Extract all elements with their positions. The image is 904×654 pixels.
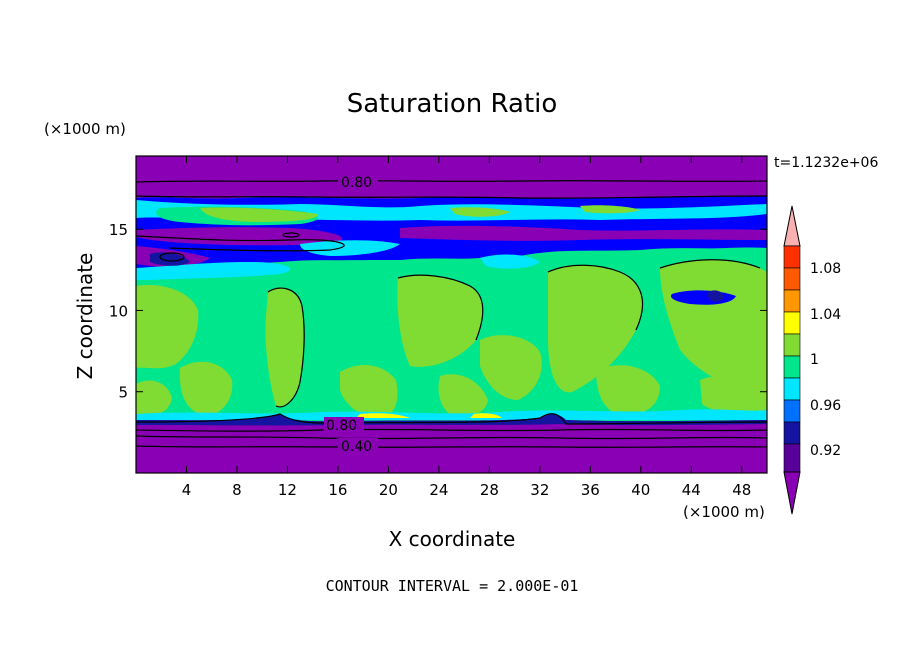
x-tick-label: 40 bbox=[631, 481, 650, 499]
blob-lime-2 bbox=[265, 288, 305, 407]
blob-lime-1 bbox=[136, 285, 199, 369]
x-tick-label: 32 bbox=[530, 481, 549, 499]
band-top-purple bbox=[136, 156, 767, 199]
contour-line-lime-outline-4 bbox=[659, 259, 761, 269]
contour-line-low-080 bbox=[136, 428, 767, 432]
blob-lime-6 bbox=[340, 365, 398, 418]
contour-label-bg-3 bbox=[338, 438, 378, 453]
contour-label-bg-1 bbox=[338, 174, 378, 189]
contour-line-top-080b bbox=[136, 195, 767, 199]
y-unit-label: (×1000 m) bbox=[44, 120, 126, 138]
y-tick-label: 10 bbox=[109, 302, 128, 320]
x-tick-label: 8 bbox=[232, 481, 242, 499]
colorbar-swatch-5 bbox=[783, 333, 801, 357]
band-bottom-navy bbox=[136, 414, 767, 426]
blob-lime-9 bbox=[179, 361, 233, 416]
time-label: t=1.1232e+06 bbox=[774, 155, 878, 171]
patch-cyan-mid2 bbox=[480, 254, 540, 269]
colorbar-swatch-2 bbox=[783, 267, 801, 291]
patch-navy-right bbox=[708, 290, 724, 302]
contour-label-mid: 0.80 bbox=[326, 418, 357, 434]
x-tick-label: 28 bbox=[480, 481, 499, 499]
x-tick-label: 20 bbox=[379, 481, 398, 499]
colorbar-swatch-7 bbox=[783, 377, 801, 401]
blob-lime-4 bbox=[548, 265, 643, 393]
band-deep-purple-2 bbox=[400, 225, 767, 241]
x-axis-ticks: 4 8 12 16 20 24 28 32 36 40 44 48 bbox=[182, 156, 751, 499]
x-unit-label: (×1000 m) bbox=[683, 503, 765, 521]
colorbar-label-2: 1.04 bbox=[810, 307, 841, 323]
contour-fill bbox=[136, 156, 767, 473]
colorbar-swatch-4 bbox=[783, 311, 801, 335]
band-bottom-purple bbox=[136, 414, 767, 473]
colorbar-swatch-9 bbox=[783, 421, 801, 445]
colorbar-label-1: 1.08 bbox=[810, 261, 841, 277]
contour-line-lime-outline-3 bbox=[547, 264, 644, 331]
colorbar-top-arrow bbox=[783, 205, 801, 247]
blob-lime-3 bbox=[397, 275, 483, 367]
colorbar-swatch-10 bbox=[783, 443, 801, 473]
colorbar: 1.08 1.04 1 0.96 0.92 bbox=[783, 205, 841, 515]
y-tick-label: 5 bbox=[118, 384, 128, 402]
patch-upper-lime-2 bbox=[450, 207, 510, 217]
patch-upper-lime bbox=[200, 207, 319, 222]
y-tick-label: 15 bbox=[109, 221, 128, 239]
colorbar-swatch-6 bbox=[783, 355, 801, 379]
colorbar-swatch-8 bbox=[783, 399, 801, 423]
contour-lines bbox=[136, 180, 767, 448]
patch-upper-lime-3 bbox=[580, 205, 640, 214]
x-tick-label: 12 bbox=[278, 481, 297, 499]
blob-lime-12 bbox=[700, 375, 767, 416]
contour-label-bg-2 bbox=[324, 417, 364, 432]
colorbar-label-3: 1 bbox=[810, 352, 819, 368]
contour-line-upper-wiggle bbox=[136, 235, 345, 252]
x-tick-label: 4 bbox=[182, 481, 192, 499]
plot-frame bbox=[135, 155, 768, 474]
contour-label-low: 0.40 bbox=[341, 439, 372, 455]
colorbar-label-5: 0.92 bbox=[810, 443, 841, 459]
blob-lime-11 bbox=[136, 380, 172, 417]
contour-line-top-080 bbox=[136, 180, 767, 183]
x-axis-label: X coordinate bbox=[389, 527, 516, 551]
contour-line-low-060 bbox=[136, 435, 767, 440]
contour-label-top: 0.80 bbox=[341, 175, 372, 191]
colorbar-label-4: 0.96 bbox=[810, 398, 841, 414]
streak-yellow bbox=[356, 413, 410, 418]
x-tick-label: 16 bbox=[328, 481, 347, 499]
blob-lime-8 bbox=[480, 335, 542, 400]
chart-title: Saturation Ratio bbox=[347, 89, 558, 119]
band-deep-purple bbox=[136, 227, 343, 246]
patch-cyan-left bbox=[136, 262, 290, 280]
y-axis-label: Z coordinate bbox=[73, 253, 97, 380]
contour-ellipse-mid bbox=[282, 232, 300, 238]
contour-line-mid bbox=[136, 413, 767, 425]
fringe-cyan bbox=[136, 409, 767, 420]
x-tick-label: 48 bbox=[732, 481, 751, 499]
colorbar-swatch-1 bbox=[783, 245, 801, 269]
contour-ellipse-left bbox=[159, 252, 185, 262]
x-tick-label: 24 bbox=[429, 481, 448, 499]
x-tick-label: 36 bbox=[581, 481, 600, 499]
blob-lime-7 bbox=[438, 374, 488, 417]
blob-lime-10 bbox=[596, 365, 660, 416]
contour-interval-label: CONTOUR INTERVAL = 2.000E-01 bbox=[326, 577, 579, 595]
colorbar-bottom-arrow bbox=[783, 471, 801, 515]
streak-yellow-2 bbox=[470, 413, 502, 418]
x-tick-label: 44 bbox=[682, 481, 701, 499]
contour-line-lime-outline-1 bbox=[267, 287, 305, 408]
contour-line-lime-outline-2 bbox=[397, 274, 484, 341]
contour-line-low-040 bbox=[136, 445, 767, 448]
colorbar-swatch-3 bbox=[783, 289, 801, 313]
patch-cyan-center bbox=[300, 240, 400, 256]
y-axis-ticks: 5 10 15 bbox=[109, 221, 767, 402]
